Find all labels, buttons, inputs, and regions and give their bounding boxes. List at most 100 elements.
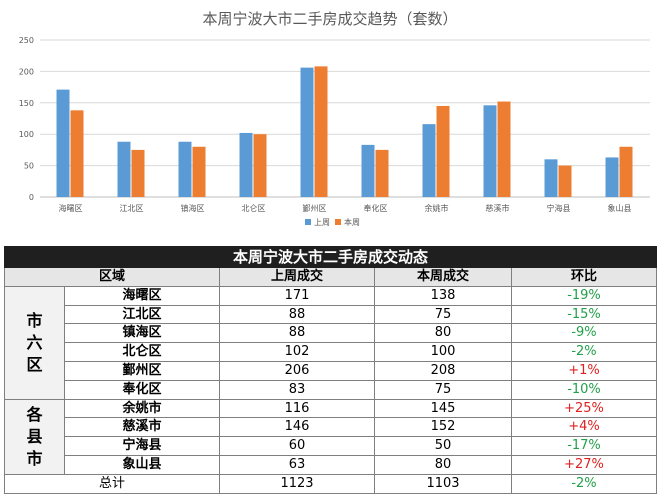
this-week-value: 208	[374, 360, 512, 381]
bar-last-week	[361, 144, 375, 197]
x-tick-label: 北仑区	[242, 203, 266, 213]
bar-last-week	[605, 157, 619, 197]
last-week-value: 88	[219, 323, 375, 344]
bar-this-week	[497, 101, 511, 197]
legend-label: 上周	[314, 218, 330, 227]
header-last-week: 上周成交	[219, 267, 375, 287]
change-value: +25%	[511, 398, 657, 419]
header-region: 区域	[4, 267, 220, 287]
last-week-value: 63	[219, 454, 375, 475]
header-this-week: 本周成交	[374, 267, 512, 287]
region-name: 余姚市	[64, 398, 220, 419]
this-week-value: 138	[374, 285, 512, 306]
bar-this-week	[314, 66, 328, 197]
group-label: 市六区	[4, 285, 65, 400]
bar-this-week	[558, 165, 572, 197]
table-row: 江北区 88 75 -15%	[5, 304, 657, 325]
x-tick-label: 慈溪市	[486, 203, 510, 213]
this-week-value: 152	[374, 417, 512, 438]
region-name: 江北区	[64, 304, 220, 325]
total-change: -2%	[511, 473, 657, 494]
bar-this-week	[253, 134, 267, 197]
table-row: 宁海县 60 50 -17%	[5, 436, 657, 456]
y-tick-label: 150	[19, 99, 34, 108]
region-name: 奉化区	[64, 379, 220, 400]
total-row: 总计 1123 1103 -2%	[4, 473, 657, 494]
y-tick-label: 0	[29, 193, 34, 202]
table-row: 慈溪市 146 152 +4%	[5, 417, 657, 438]
change-value: +27%	[511, 454, 657, 475]
transaction-table: 本周宁波大市二手房成交动态 区域 上周成交 本周成交 环比 市六区海曙区 171 1…	[4, 246, 657, 494]
bar-last-week	[178, 141, 192, 197]
bar-this-week	[436, 105, 450, 197]
region-name: 宁海县	[64, 436, 220, 456]
y-tick-label: 100	[19, 130, 34, 139]
last-week-value: 88	[219, 304, 375, 325]
change-value: +1%	[511, 360, 657, 381]
change-value: -19%	[511, 285, 657, 306]
y-tick-label: 200	[19, 67, 34, 76]
last-week-value: 116	[219, 398, 375, 419]
x-tick-label: 宁海县	[547, 203, 571, 213]
x-tick-label: 余姚市	[425, 203, 449, 213]
legend-swatch	[305, 219, 311, 225]
this-week-value: 75	[374, 304, 512, 325]
region-name: 海曙区	[64, 285, 220, 306]
bar-last-week	[300, 67, 314, 197]
total-this-week: 1103	[374, 473, 512, 494]
last-week-value: 83	[219, 379, 375, 400]
bar-last-week	[117, 141, 131, 197]
x-tick-label: 海曙区	[59, 203, 83, 213]
bar-last-week	[483, 105, 497, 197]
legend-label: 本周	[344, 217, 360, 227]
y-tick-label: 50	[24, 162, 34, 171]
legend-swatch	[335, 219, 341, 225]
last-week-value: 206	[219, 360, 375, 381]
bar-last-week	[544, 159, 558, 197]
table-row: 象山县 63 80 +27%	[5, 454, 657, 475]
bar-this-week	[131, 149, 145, 197]
trend-bar-chart: 本周宁波大市二手房成交趋势（套数） 0 50 100 150 200 250 海曙区 江北区 镇…	[19, 10, 650, 227]
this-week-value: 145	[374, 398, 512, 419]
header-change: 环比	[511, 267, 657, 287]
bar-last-week	[56, 89, 70, 197]
bar-this-week	[70, 110, 84, 197]
table-row: 北仑区 102 100 -2%	[5, 342, 657, 362]
region-name: 象山县	[64, 454, 220, 475]
x-tick-label: 鄞州区	[303, 203, 327, 213]
total-last-week: 1123	[219, 473, 375, 494]
change-value: -2%	[511, 342, 657, 362]
group-label: 各县市	[4, 398, 65, 475]
last-week-value: 146	[219, 417, 375, 438]
bar-this-week	[375, 149, 389, 197]
region-name: 慈溪市	[64, 417, 220, 438]
y-tick-label: 250	[19, 36, 34, 45]
table-row: 奉化区 83 75 -10%	[5, 379, 657, 400]
table-title: 本周宁波大市二手房成交动态	[4, 246, 657, 268]
this-week-value: 80	[374, 323, 512, 344]
chart-title: 本周宁波大市二手房成交趋势（套数）	[202, 10, 457, 28]
table-row: 各县市余姚市 116 145 +25%	[4, 398, 657, 475]
table-row: 镇海区 88 80 -9%	[5, 323, 657, 344]
region-name: 北仑区	[64, 342, 220, 362]
last-week-value: 102	[219, 342, 375, 362]
region-name: 鄞州区	[64, 360, 220, 381]
change-value: +4%	[511, 417, 657, 438]
last-week-value: 171	[219, 285, 375, 306]
total-label: 总计	[4, 473, 220, 494]
change-value: -10%	[511, 379, 657, 400]
this-week-value: 80	[374, 454, 512, 475]
this-week-value: 75	[374, 379, 512, 400]
this-week-value: 100	[374, 342, 512, 362]
table-row: 鄞州区 206 208 +1%	[5, 360, 657, 381]
change-value: -15%	[511, 304, 657, 325]
bar-last-week	[422, 124, 436, 197]
table-row: 市六区海曙区 171 138 -19%	[4, 285, 657, 400]
x-tick-label: 江北区	[120, 204, 144, 213]
change-value: -17%	[511, 436, 657, 456]
x-tick-label: 镇海区	[181, 203, 205, 213]
x-tick-label: 象山县	[608, 203, 632, 213]
bar-last-week	[239, 132, 253, 197]
last-week-value: 60	[219, 436, 375, 456]
x-tick-label: 奉化区	[364, 203, 388, 213]
